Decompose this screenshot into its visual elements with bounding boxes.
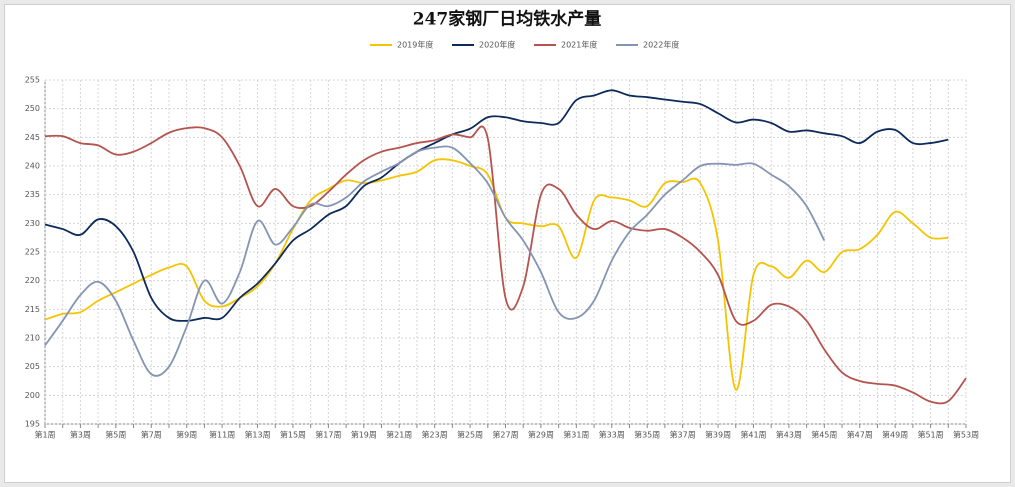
y-tick-label: 200 <box>25 391 40 400</box>
x-tick-label: 第45周 <box>811 430 837 440</box>
y-tick-label: 235 <box>25 190 40 199</box>
x-tick-label: 第7周 <box>141 430 162 440</box>
x-tick-label: 第27周 <box>492 430 518 440</box>
x-tick-label: 第43周 <box>776 430 802 440</box>
x-tick-label: 第17周 <box>315 430 341 440</box>
series-line <box>44 125 967 405</box>
y-tick-label: 255 <box>25 76 40 85</box>
y-tick-label: 195 <box>25 420 40 429</box>
x-tick-label: 第49周 <box>882 430 908 440</box>
x-tick-label: 第11周 <box>209 430 235 440</box>
x-tick-label: 第13周 <box>244 430 270 440</box>
x-tick-label: 第1周 <box>34 430 55 440</box>
frame <box>4 4 1011 483</box>
x-tick-label: 第29周 <box>528 430 554 440</box>
x-tick-label: 第33周 <box>599 430 625 440</box>
x-tick-label: 第51周 <box>917 430 943 440</box>
legend-label: 2020年度 <box>479 40 515 50</box>
x-tick-label: 第3周 <box>70 430 91 440</box>
y-tick-label: 225 <box>25 248 40 257</box>
x-tick-label: 第19周 <box>351 430 377 440</box>
legend-label: 2021年度 <box>561 40 597 50</box>
legend-label: 2022年度 <box>643 40 679 50</box>
series-line <box>44 158 949 391</box>
x-tick-label: 第37周 <box>670 430 696 440</box>
y-tick-label: 205 <box>25 362 40 371</box>
x-tick-label: 第47周 <box>847 430 873 440</box>
chart-title: 247家钢厂日均铁水产量 <box>413 9 602 30</box>
y-tick-label: 230 <box>25 219 40 228</box>
x-tick-label: 第41周 <box>740 430 766 440</box>
x-tick-label: 第21周 <box>386 430 412 440</box>
y-tick-label: 220 <box>25 276 40 285</box>
x-tick-label: 第35周 <box>634 430 660 440</box>
y-tick-label: 250 <box>25 104 40 113</box>
x-tick-label: 第5周 <box>105 430 126 440</box>
x-tick-label: 第39周 <box>705 430 731 440</box>
x-tick-label: 第25周 <box>457 430 483 440</box>
series-line <box>44 89 949 322</box>
x-tick-label: 第9周 <box>176 430 197 440</box>
series-line <box>44 145 826 377</box>
x-tick-label: 第15周 <box>280 430 306 440</box>
x-tick-label: 第53周 <box>953 430 979 440</box>
x-tick-label: 第31周 <box>563 430 589 440</box>
y-tick-label: 215 <box>25 305 40 314</box>
legend-label: 2019年度 <box>397 40 433 50</box>
y-tick-label: 210 <box>25 334 40 343</box>
y-tick-label: 240 <box>25 162 40 171</box>
x-tick-label: 第23周 <box>422 430 448 440</box>
y-tick-label: 245 <box>25 133 40 142</box>
